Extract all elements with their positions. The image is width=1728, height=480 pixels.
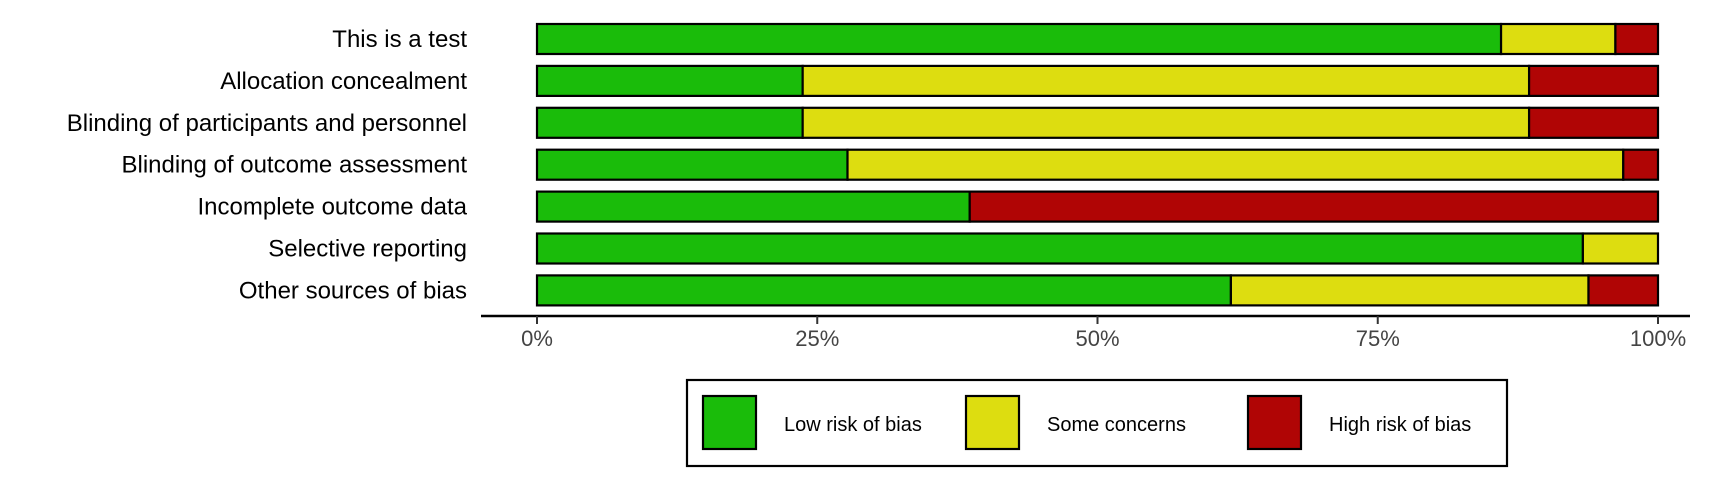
bar-selective-reporting-low-risk-of-bias [535,232,1584,265]
bar-blinding-of-participants-and-personnel-high-risk-of-bias [1527,106,1660,139]
x-tick-label: 0% [521,326,553,351]
bar-incomplete-outcome-data-high-risk-of-bias [968,190,1660,223]
bar-blinding-of-outcome-assessment-low-risk-of-bias [535,148,849,181]
bar-blinding-of-participants-and-personnel-low-risk-of-bias [535,106,804,139]
bar-other-sources-of-bias-low-risk-of-bias [535,274,1232,307]
bar-other-sources-of-bias-some-concerns [1229,274,1590,307]
category-label-selective-reporting: Selective reporting [268,236,467,263]
bar-this-is-a-test-low-risk-of-bias [535,22,1503,56]
legend-key-some-concerns [964,394,1021,451]
x-tick-label: 100% [1630,326,1686,351]
bar-allocation-concealment-some-concerns [801,64,1531,98]
bars-layer [535,22,1660,307]
x-tick-label: 50% [1075,326,1119,351]
legend-box [685,378,1509,468]
bar-blinding-of-outcome-assessment-some-concerns [846,148,1625,181]
bar-blinding-of-participants-and-personnel-some-concerns [801,106,1531,139]
bar-selective-reporting-some-concerns [1581,232,1660,265]
bar-allocation-concealment-low-risk-of-bias [535,64,804,98]
bar-incomplete-outcome-data-low-risk-of-bias [535,190,971,223]
legend: Low risk of bias Some concerns High risk o… [685,378,1509,468]
legend-label-some-concerns: Some concerns [1047,414,1186,436]
bar-allocation-concealment-high-risk-of-bias [1527,64,1660,98]
x-tick-label: 25% [795,326,839,351]
bar-this-is-a-test-some-concerns [1499,22,1617,56]
legend-key-high-risk-of-bias [1246,394,1303,451]
category-label-allocation-concealment: Allocation concealment [220,68,467,95]
bar-other-sources-of-bias-high-risk-of-bias [1587,274,1660,307]
bar-this-is-a-test-high-risk-of-bias [1614,22,1660,56]
x-tick-label: 75% [1356,326,1400,351]
bar-blinding-of-outcome-assessment-high-risk-of-bias [1622,148,1660,181]
x-axis: 0% 25% 50% 75% 100% [481,314,1690,351]
legend-label-high-risk-of-bias: High risk of bias [1329,414,1471,436]
category-label-this-is-a-test: This is a test [332,26,467,53]
category-label-other-sources-of-bias: Other sources of bias [239,277,467,304]
category-labels: This is a test Allocation concealment Bli… [67,26,468,304]
category-label-incomplete-outcome-data: Incomplete outcome data [198,194,468,221]
legend-key-low-risk-of-bias [701,394,758,451]
category-label-blinding-of-participants-and-personnel: Blinding of participants and personnel [67,110,467,137]
legend-label-low-risk-of-bias: Low risk of bias [784,414,922,436]
category-label-blinding-of-outcome-assessment: Blinding of outcome assessment [121,152,467,179]
